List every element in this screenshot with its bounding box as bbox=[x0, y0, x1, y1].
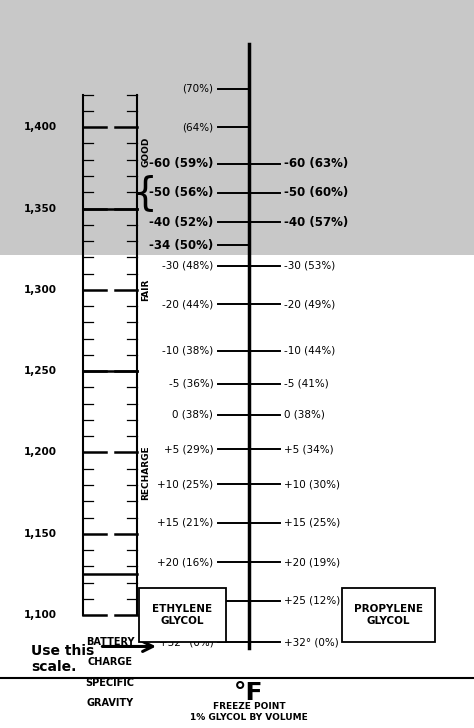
Text: -34 (50%): -34 (50%) bbox=[149, 239, 213, 252]
Text: SPECIFIC: SPECIFIC bbox=[86, 678, 135, 688]
Text: +10 (30%): +10 (30%) bbox=[284, 479, 340, 489]
Text: 0 (38%): 0 (38%) bbox=[284, 410, 325, 420]
Text: +15 (21%): +15 (21%) bbox=[157, 518, 213, 528]
Text: 1,300: 1,300 bbox=[24, 285, 57, 295]
Text: 1,200: 1,200 bbox=[24, 448, 57, 457]
Text: -10 (38%): -10 (38%) bbox=[162, 346, 213, 356]
Text: -5 (41%): -5 (41%) bbox=[284, 379, 329, 389]
Text: FAIR: FAIR bbox=[141, 279, 150, 301]
Text: -50 (56%): -50 (56%) bbox=[149, 186, 213, 199]
Text: +15 (25%): +15 (25%) bbox=[284, 518, 341, 528]
Text: +5 (29%): +5 (29%) bbox=[164, 444, 213, 454]
Text: +10 (25%): +10 (25%) bbox=[157, 479, 213, 489]
Text: +25 (10%): +25 (10%) bbox=[157, 596, 213, 606]
Text: {: { bbox=[132, 174, 157, 212]
Text: +32° (0%): +32° (0%) bbox=[284, 637, 339, 647]
Text: GRAVITY: GRAVITY bbox=[87, 698, 134, 708]
Text: GOOD: GOOD bbox=[141, 136, 150, 167]
Text: RECHARGE: RECHARGE bbox=[141, 446, 150, 500]
Text: 1,100: 1,100 bbox=[24, 610, 57, 620]
Text: (70%): (70%) bbox=[182, 84, 213, 94]
Text: -30 (53%): -30 (53%) bbox=[284, 261, 336, 271]
Text: 1,250: 1,250 bbox=[24, 366, 57, 376]
Text: -10 (44%): -10 (44%) bbox=[284, 346, 336, 356]
Text: 0 (38%): 0 (38%) bbox=[173, 410, 213, 420]
Text: -20 (44%): -20 (44%) bbox=[162, 299, 213, 309]
Text: -60 (59%): -60 (59%) bbox=[149, 157, 213, 170]
Text: -30 (48%): -30 (48%) bbox=[162, 261, 213, 271]
Text: PROPYLENE
GLYCOL: PROPYLENE GLYCOL bbox=[354, 604, 423, 626]
Text: -60 (63%): -60 (63%) bbox=[284, 157, 349, 170]
FancyBboxPatch shape bbox=[342, 588, 435, 643]
Bar bbox=[0, 0, 474, 255]
Text: -40 (52%): -40 (52%) bbox=[149, 215, 213, 229]
Text: +25 (12%): +25 (12%) bbox=[284, 596, 341, 606]
Text: ETHYLENE
GLYCOL: ETHYLENE GLYCOL bbox=[153, 604, 212, 626]
Text: 1,350: 1,350 bbox=[24, 204, 57, 213]
Text: -40 (57%): -40 (57%) bbox=[284, 215, 349, 229]
Text: Use this
scale.: Use this scale. bbox=[31, 644, 94, 674]
Text: (64%): (64%) bbox=[182, 122, 213, 132]
Text: +32° (0%): +32° (0%) bbox=[158, 637, 213, 647]
Text: 1,150: 1,150 bbox=[24, 529, 57, 539]
Text: +20 (19%): +20 (19%) bbox=[284, 557, 340, 567]
FancyBboxPatch shape bbox=[138, 588, 226, 643]
Text: CHARGE: CHARGE bbox=[88, 657, 133, 668]
Text: -20 (49%): -20 (49%) bbox=[284, 299, 336, 309]
Text: +20 (16%): +20 (16%) bbox=[157, 557, 213, 567]
Text: -50 (60%): -50 (60%) bbox=[284, 186, 349, 199]
Text: °F: °F bbox=[234, 681, 264, 705]
Text: 1,400: 1,400 bbox=[24, 122, 57, 132]
Text: -5 (36%): -5 (36%) bbox=[169, 379, 213, 389]
Text: +5 (34%): +5 (34%) bbox=[284, 444, 334, 454]
Text: FREEZE POINT
1% GLYCOL BY VOLUME: FREEZE POINT 1% GLYCOL BY VOLUME bbox=[190, 703, 308, 721]
Text: BATTERY: BATTERY bbox=[86, 637, 135, 647]
